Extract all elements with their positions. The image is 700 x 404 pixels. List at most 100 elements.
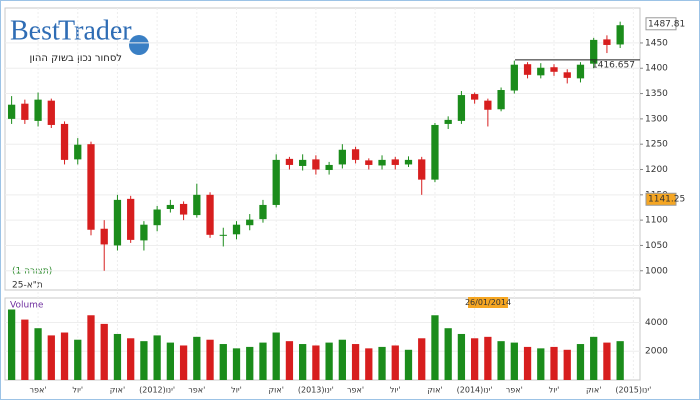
volume-bar: [179, 345, 188, 380]
price-panel: [4, 7, 641, 291]
x-tick-label: (2012)ינו': [139, 386, 175, 395]
candle-body: [351, 149, 360, 160]
x-tick-label: אפר': [506, 386, 523, 395]
x-tick-label: אפר': [347, 386, 364, 395]
candle-body: [418, 159, 426, 180]
volume-bar: [140, 341, 148, 380]
volume-bar: [153, 335, 161, 380]
candle-body: [47, 100, 55, 125]
x-tick-label: (2014)ינו': [457, 386, 493, 395]
volume-bar: [285, 341, 294, 380]
volume-bar: [7, 309, 16, 380]
cursor-date-box: [468, 297, 508, 308]
volume-bar: [563, 349, 571, 380]
cursor-price: 1141.25: [648, 195, 685, 205]
candle-body: [497, 90, 505, 110]
candle-body: [470, 94, 479, 100]
volume-panel: [4, 297, 641, 381]
candle-body: [590, 39, 598, 64]
candle-body: [338, 149, 346, 165]
volume-bar: [576, 344, 585, 380]
y-tick-label: 1350: [645, 89, 668, 99]
volume-bar: [457, 333, 466, 380]
last-price: 1487.81: [648, 19, 685, 29]
candle-body: [206, 194, 214, 235]
logo-bg: [6, 9, 156, 67]
candle-body: [246, 219, 254, 226]
x-tick-label: אוק': [268, 386, 283, 395]
brand-best: Best: [10, 15, 60, 46]
candle-body: [153, 209, 161, 226]
volume-bar: [537, 348, 545, 380]
candle-body: [431, 124, 439, 180]
candle-body: [219, 234, 227, 236]
candle-body: [457, 95, 466, 121]
candle-body: [232, 224, 241, 235]
x-tick-label: (2015)ינו': [615, 386, 651, 395]
volume-bar: [21, 319, 29, 380]
setup-label: (תצורה 1): [12, 267, 52, 277]
volume-bar: [299, 344, 307, 380]
volume-bar: [193, 336, 201, 380]
x-tick-label: יול': [231, 386, 242, 395]
volume-bar: [444, 328, 452, 380]
candle-body: [259, 204, 267, 220]
candle-body: [60, 123, 69, 160]
candle-body: [616, 25, 624, 45]
x-tick-label: אפר': [188, 386, 205, 395]
candle-body: [563, 72, 571, 78]
candle-body: [74, 144, 82, 160]
candle-body: [34, 99, 42, 121]
candle-body: [444, 119, 452, 124]
candle-body: [21, 103, 29, 120]
candle-body: [193, 194, 201, 216]
candle-body: [550, 67, 558, 72]
volume-bar: [206, 339, 214, 380]
candle-body: [325, 164, 333, 171]
volume-bar: [232, 348, 241, 380]
y-tick-label: 4000: [645, 318, 668, 328]
volume-bar: [259, 342, 267, 380]
candle-body: [312, 159, 320, 170]
volume-bar: [484, 336, 492, 380]
candle-body: [166, 204, 175, 209]
volume-bar: [418, 338, 426, 380]
volume-bar: [391, 345, 399, 380]
volume-bar: [113, 333, 122, 380]
candle-body: [404, 159, 413, 165]
volume-bar: [351, 344, 360, 380]
volume-bar: [312, 345, 320, 380]
x-tick-label: יול': [549, 386, 560, 395]
candle-body: [285, 158, 294, 165]
volume-bar: [87, 315, 95, 380]
candle-body: [7, 104, 16, 119]
candle-body: [100, 228, 108, 245]
candle-body: [537, 67, 545, 76]
candle-body: [510, 64, 518, 91]
y-tick-label: 1250: [645, 140, 668, 150]
volume-bar: [378, 346, 386, 380]
volume-bar: [74, 339, 82, 380]
volume-bar: [127, 338, 135, 380]
brand-trader: Trader: [58, 15, 132, 46]
candle-body: [603, 39, 611, 45]
x-tick-label: (2013)ינו': [298, 386, 334, 395]
x-tick-label: אפר': [30, 386, 47, 395]
volume-bar: [550, 346, 558, 380]
candle-body: [179, 203, 188, 215]
volume-bar: [166, 342, 175, 380]
candle-body: [272, 159, 280, 205]
cursor-date: 26/01/2014: [465, 298, 511, 307]
volume-bar: [523, 346, 532, 380]
candle-body: [113, 199, 122, 246]
volume-bar: [404, 349, 413, 380]
volume-bar: [34, 328, 42, 380]
volume-bar: [246, 346, 254, 380]
y-tick-label: 1200: [645, 165, 668, 175]
symbol-label: ת"א-25: [12, 281, 43, 291]
volume-bar: [616, 341, 624, 380]
volume-bar: [603, 342, 611, 380]
candle-body: [127, 198, 135, 240]
volume-bar: [272, 332, 280, 380]
candle-body: [365, 160, 373, 165]
